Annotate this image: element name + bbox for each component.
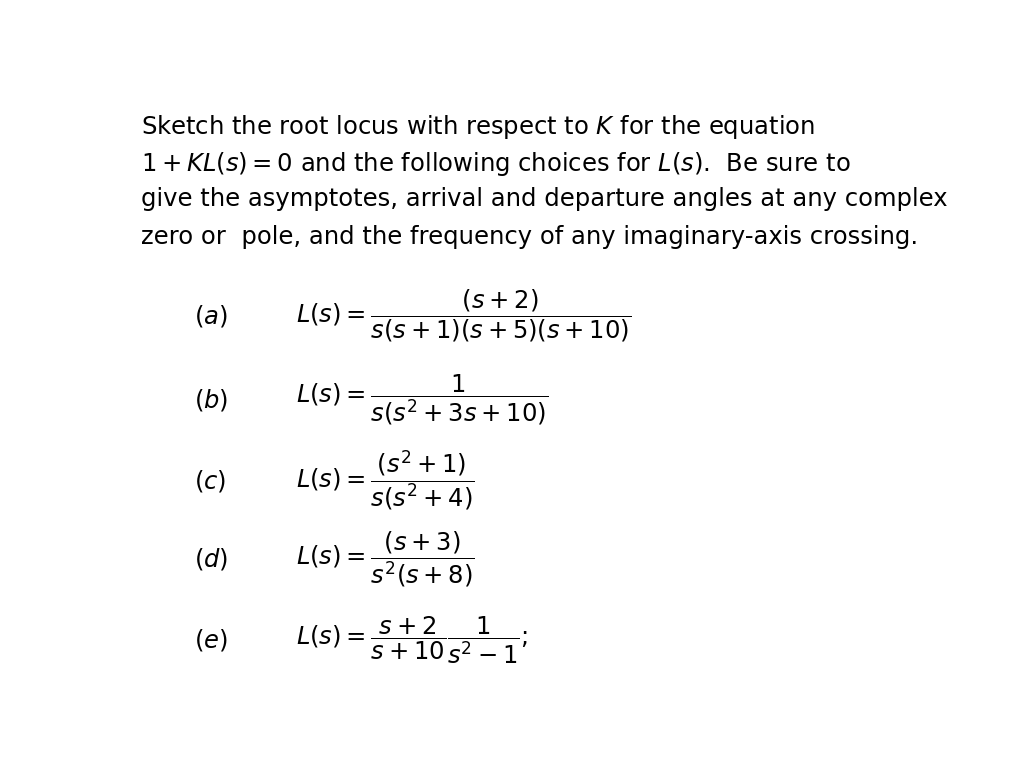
Text: $L(s) = \dfrac{(s+3)}{s^2(s+8)}$: $L(s) = \dfrac{(s+3)}{s^2(s+8)}$ bbox=[296, 529, 475, 589]
Text: $L(s) = \dfrac{s+2}{s+10}\dfrac{1}{s^2-1};$: $L(s) = \dfrac{s+2}{s+10}\dfrac{1}{s^2-1… bbox=[296, 614, 527, 666]
Text: $L(s) = \dfrac{(s+2)}{s(s+1)(s+5)(s+10)}$: $L(s) = \dfrac{(s+2)}{s(s+1)(s+5)(s+10)}… bbox=[296, 288, 631, 344]
Text: give the asymptotes, arrival and departure angles at any complex: give the asymptotes, arrival and departu… bbox=[141, 187, 947, 211]
Text: $(a)$: $(a)$ bbox=[194, 303, 227, 329]
Text: $(d)$: $(d)$ bbox=[194, 546, 228, 572]
Text: $(b)$: $(b)$ bbox=[194, 387, 228, 413]
Text: $L(s) = \dfrac{1}{s(s^2+3s+10)}$: $L(s) = \dfrac{1}{s(s^2+3s+10)}$ bbox=[296, 372, 548, 427]
Text: $1 + KL(s) = 0$ and the following choices for $L(s)$.  Be sure to: $1 + KL(s) = 0$ and the following choice… bbox=[141, 150, 851, 178]
Text: zero or  pole, and the frequency of any imaginary-axis crossing.: zero or pole, and the frequency of any i… bbox=[141, 225, 918, 249]
Text: $(e)$: $(e)$ bbox=[194, 627, 227, 653]
Text: $L(s) = \dfrac{(s^2+1)}{s(s^2+4)}$: $L(s) = \dfrac{(s^2+1)}{s(s^2+4)}$ bbox=[296, 448, 475, 513]
Text: Sketch the root locus with respect to $K$ for the equation: Sketch the root locus with respect to $K… bbox=[141, 113, 815, 141]
Text: $(c)$: $(c)$ bbox=[194, 468, 226, 494]
